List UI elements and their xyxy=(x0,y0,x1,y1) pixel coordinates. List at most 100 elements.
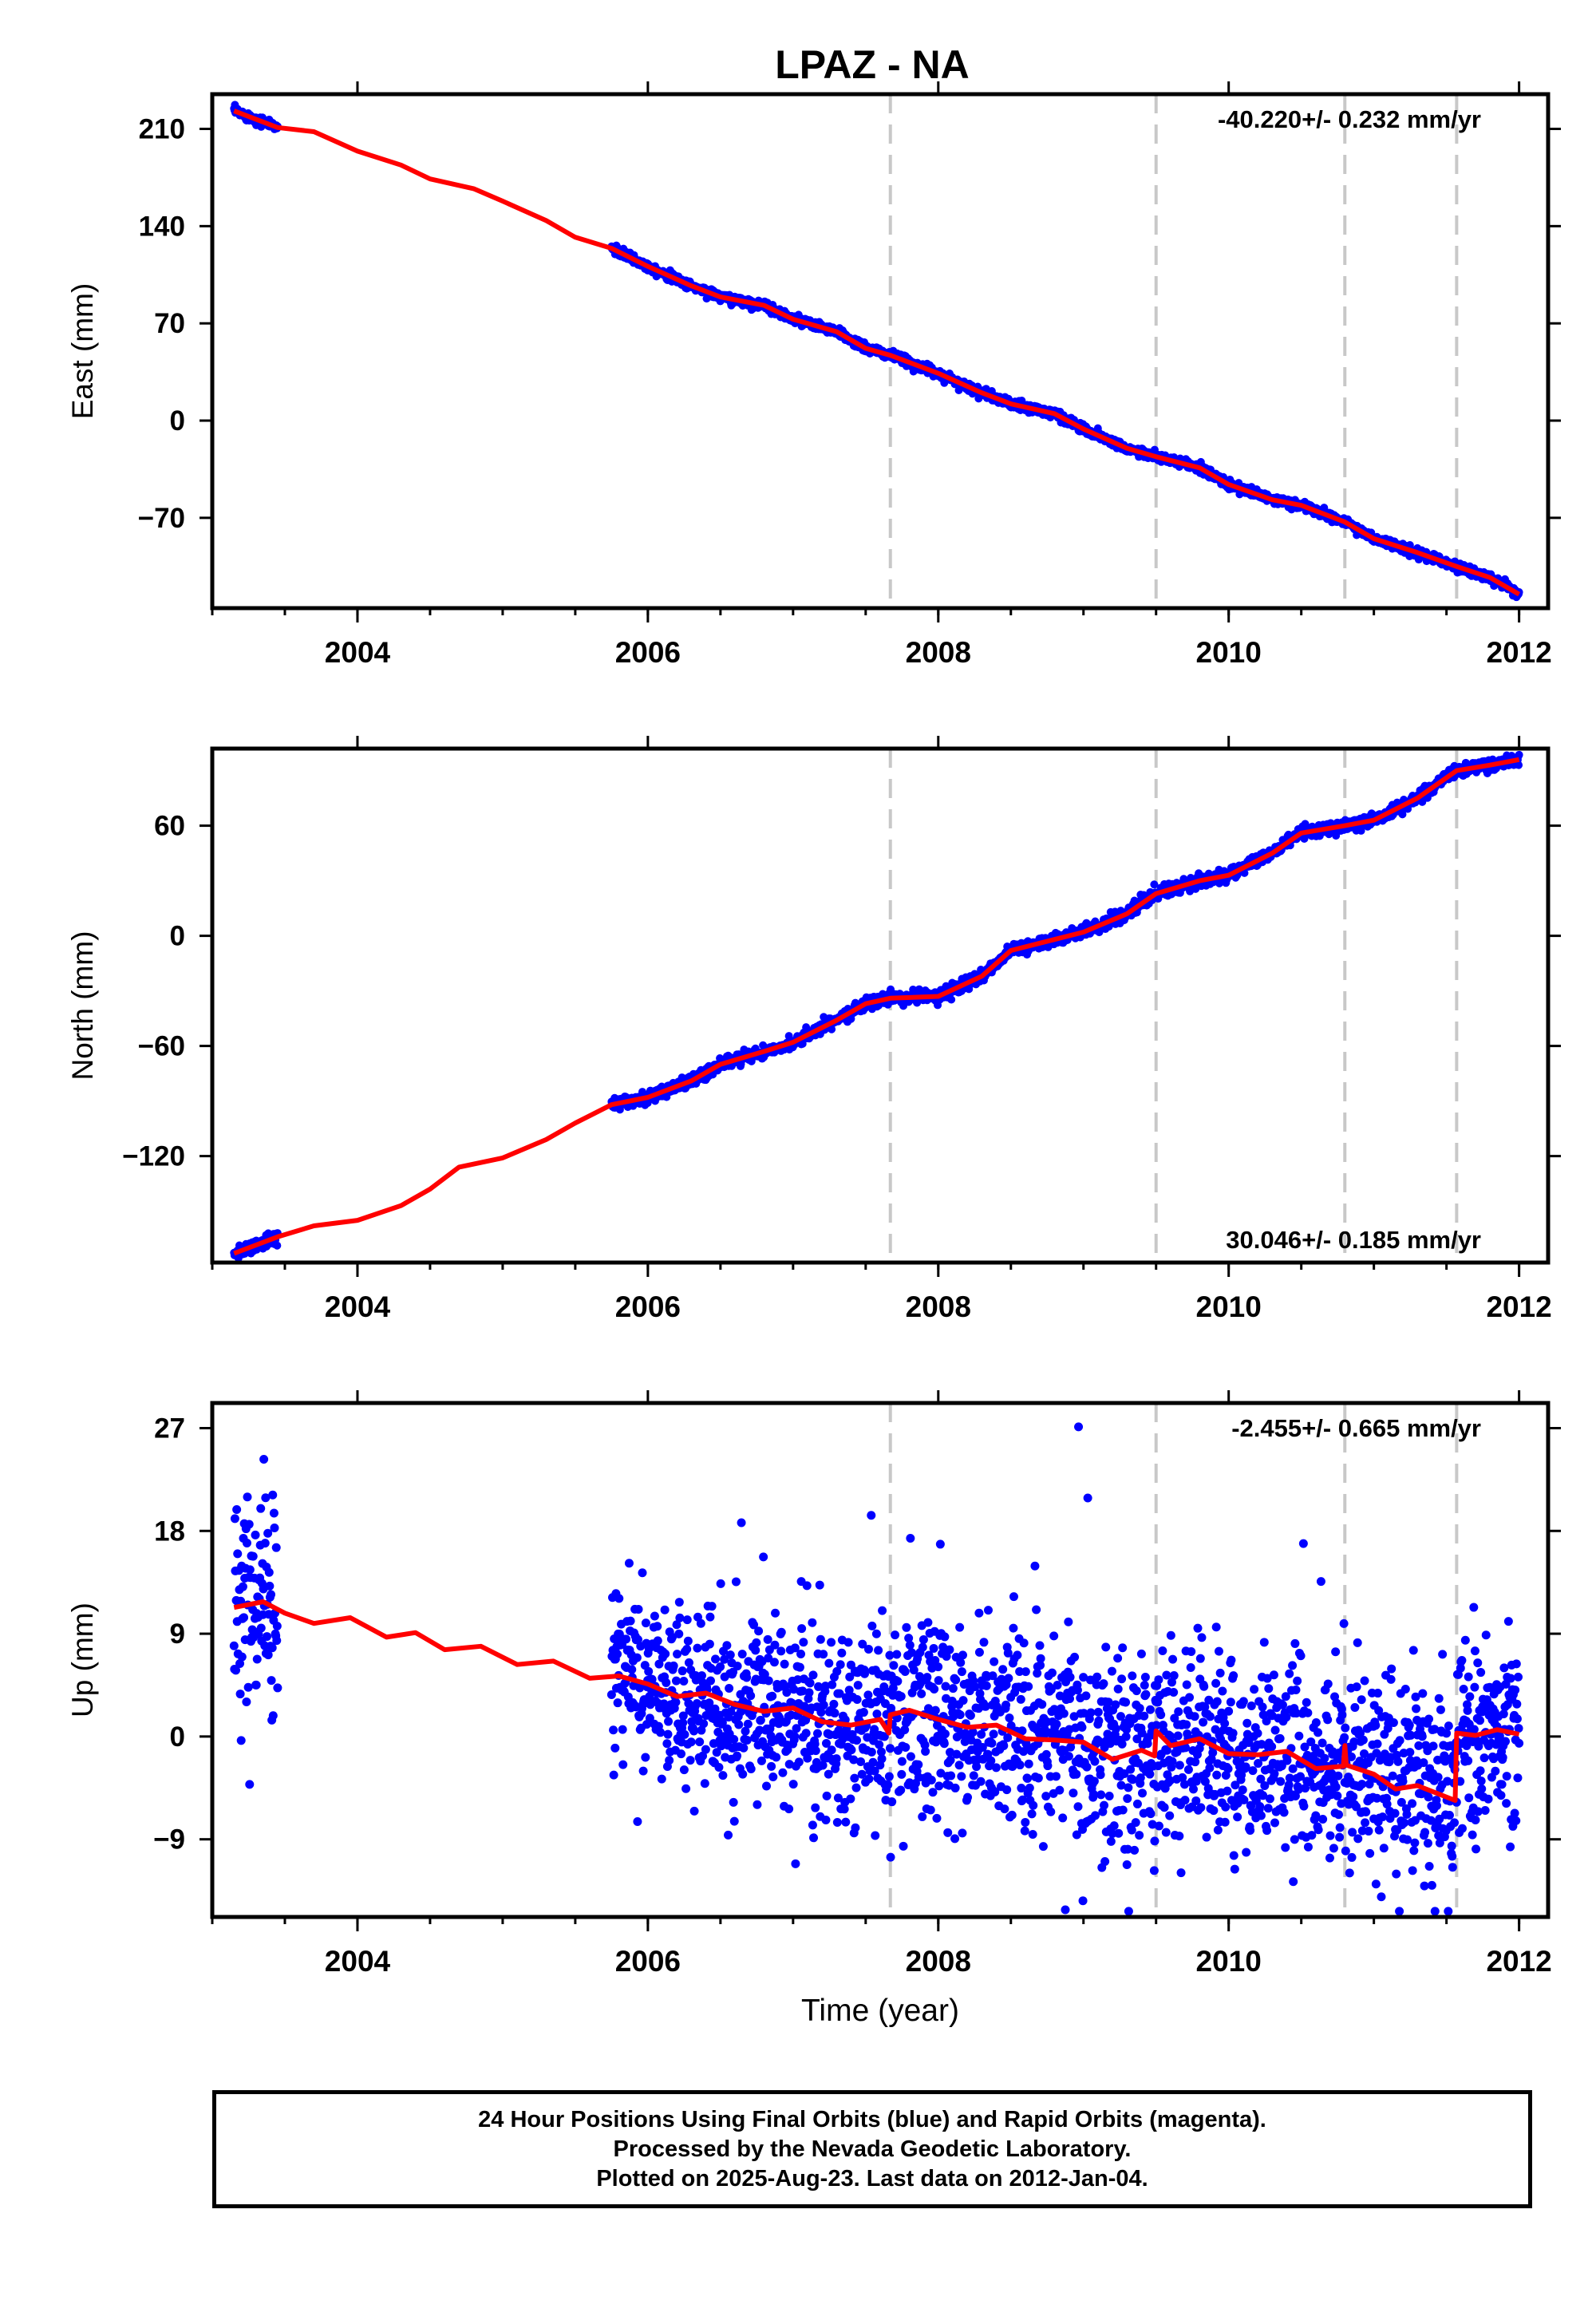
x-tick-label: 2012 xyxy=(1486,636,1551,669)
data-point xyxy=(245,1565,255,1575)
data-point xyxy=(272,1621,282,1630)
data-point xyxy=(663,1729,673,1739)
data-point xyxy=(724,1830,733,1840)
data-point xyxy=(633,1634,642,1644)
y-axis-label: North (mm) xyxy=(66,931,99,1080)
data-point xyxy=(657,1774,666,1784)
data-point xyxy=(680,1729,689,1739)
data-point xyxy=(757,1756,766,1765)
data-point xyxy=(252,1654,262,1664)
data-point xyxy=(259,1454,269,1464)
data-point xyxy=(684,1658,693,1667)
data-point xyxy=(238,1582,247,1591)
data-point xyxy=(770,1640,780,1650)
x-tick-label: 2010 xyxy=(1196,636,1262,669)
data-point xyxy=(656,1728,666,1737)
data-point xyxy=(268,1490,278,1500)
data-point xyxy=(669,1661,678,1670)
x-tick-label: 2004 xyxy=(325,1290,391,1323)
data-point xyxy=(256,1504,266,1513)
data-point xyxy=(794,1757,804,1767)
data-point xyxy=(776,1627,786,1637)
data-point xyxy=(267,1590,276,1599)
data-point xyxy=(947,995,956,1004)
data-point xyxy=(802,1023,811,1032)
data-point xyxy=(710,1704,720,1713)
data-point xyxy=(796,1649,806,1658)
data-point xyxy=(697,1725,706,1735)
data-point xyxy=(606,1690,616,1699)
data-point xyxy=(737,1518,746,1528)
data-point xyxy=(803,1753,812,1763)
data-point xyxy=(759,1552,768,1562)
data-point xyxy=(251,1530,260,1539)
data-point xyxy=(729,1816,739,1826)
data-point xyxy=(705,1698,714,1708)
data-point xyxy=(795,1662,804,1672)
data-point xyxy=(235,1659,245,1669)
data-point xyxy=(236,1736,246,1745)
data-point xyxy=(797,1624,807,1634)
data-point xyxy=(661,1649,670,1658)
data-point xyxy=(741,1726,750,1736)
data-point xyxy=(633,1816,642,1826)
data-point xyxy=(790,1643,800,1653)
y-tick-label: −70 xyxy=(138,503,185,534)
data-point xyxy=(650,1611,659,1621)
x-tick-label: 2006 xyxy=(615,1290,681,1323)
data-point xyxy=(789,1685,799,1694)
data-point xyxy=(792,1724,801,1733)
data-point xyxy=(1150,880,1159,889)
data-point xyxy=(272,1636,282,1646)
data-point xyxy=(678,1666,687,1676)
data-point xyxy=(626,1616,635,1626)
x-tick-label: 2012 xyxy=(1486,1290,1551,1323)
data-point xyxy=(722,1641,732,1650)
data-point xyxy=(720,1654,729,1664)
data-point xyxy=(699,1719,709,1729)
data-point xyxy=(790,1732,800,1741)
data-point xyxy=(233,1549,243,1559)
x-tick-label: 2010 xyxy=(1196,1290,1262,1323)
data-point xyxy=(778,1768,788,1777)
data-point xyxy=(653,1622,662,1631)
data-point xyxy=(665,1756,674,1765)
data-point xyxy=(782,1688,792,1697)
data-point xyxy=(738,1769,748,1779)
data-point xyxy=(739,1743,749,1753)
y-tick-label: 60 xyxy=(154,811,185,842)
data-point xyxy=(712,1748,721,1757)
data-point xyxy=(679,1765,689,1775)
data-point xyxy=(769,1658,779,1667)
data-point xyxy=(764,1676,773,1686)
data-point xyxy=(716,1579,725,1588)
y-tick-label: 70 xyxy=(154,308,185,339)
model-fit-line xyxy=(233,109,1521,597)
data-point xyxy=(627,1665,637,1674)
data-point xyxy=(756,1715,765,1725)
y-axis-label: East (mm) xyxy=(66,283,99,420)
data-point xyxy=(788,1780,798,1789)
data-point xyxy=(674,1598,684,1607)
data-point xyxy=(265,1581,275,1591)
data-point xyxy=(679,1676,689,1686)
data-point xyxy=(243,1492,252,1502)
data-point xyxy=(634,1604,643,1614)
data-point xyxy=(733,1662,742,1671)
data-point xyxy=(799,1638,808,1647)
data-point xyxy=(667,1633,677,1642)
data-point xyxy=(776,1646,786,1656)
data-point xyxy=(239,1613,249,1622)
data-point xyxy=(768,1691,777,1701)
data-point xyxy=(695,1737,705,1747)
data-point xyxy=(784,1760,794,1769)
data-point xyxy=(751,1646,760,1655)
data-point xyxy=(242,1538,251,1547)
data-point xyxy=(237,1652,247,1662)
data-point xyxy=(632,1653,642,1662)
data-point xyxy=(791,1859,800,1868)
data-point xyxy=(701,1745,710,1754)
data-point xyxy=(672,1620,681,1630)
rate-annotation: 30.046+/- 0.185 mm/yr xyxy=(1226,1226,1481,1254)
data-point xyxy=(1515,750,1523,759)
